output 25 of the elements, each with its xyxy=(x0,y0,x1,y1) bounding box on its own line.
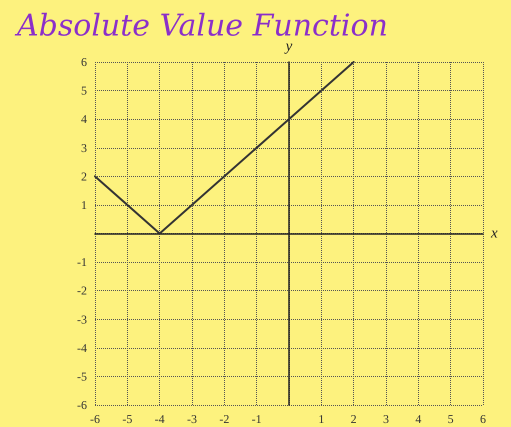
y-tick-label: 2 xyxy=(81,169,87,184)
x-tick-label: 3 xyxy=(383,412,389,426)
y-tick-label: 3 xyxy=(81,140,87,155)
x-tick-label: -5 xyxy=(122,412,132,426)
y-tick-label: -4 xyxy=(77,340,87,355)
y-tick-label: 6 xyxy=(81,55,87,69)
y-tick-label: 5 xyxy=(81,84,87,98)
x-tick-label: 2 xyxy=(350,412,357,426)
y-tick-label: 4 xyxy=(81,112,87,126)
y-tick-label: -3 xyxy=(77,312,87,326)
x-tick-label: -4 xyxy=(154,412,165,426)
x-tick-label: 5 xyxy=(448,412,454,426)
x-tick-label: -3 xyxy=(187,412,197,426)
x-tick-label: 4 xyxy=(415,412,422,426)
y-tick-label: -2 xyxy=(77,284,87,298)
x-tick-label: -6 xyxy=(90,412,100,426)
x-tick-label: -2 xyxy=(219,412,230,426)
y-tick-label: 1 xyxy=(81,198,87,212)
y-tick-label: -1 xyxy=(77,255,87,270)
x-axis-title: x xyxy=(490,226,498,242)
y-tick-label: -6 xyxy=(77,398,87,412)
x-tick-label: -1 xyxy=(252,412,262,426)
y-tick-label: -5 xyxy=(77,369,87,384)
x-tick-label: 1 xyxy=(318,412,324,426)
x-tick-label: 6 xyxy=(480,412,486,426)
